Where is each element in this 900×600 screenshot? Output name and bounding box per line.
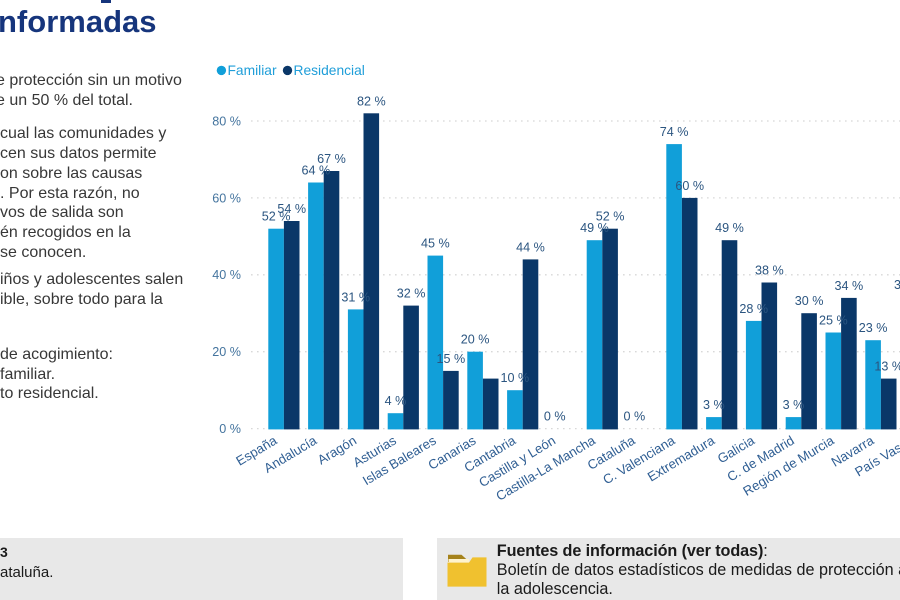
svg-text:74 %: 74 %: [660, 125, 689, 139]
svg-text:80 %: 80 %: [212, 114, 241, 128]
svg-text:38 %: 38 %: [755, 264, 784, 278]
svg-text:0 %: 0 %: [219, 422, 241, 436]
svg-text:13 %: 13 %: [874, 360, 900, 374]
svg-text:44 %: 44 %: [516, 240, 545, 254]
svg-text:28 %: 28 %: [739, 302, 768, 316]
svg-text:3 %: 3 %: [783, 398, 805, 412]
svg-text:49 %: 49 %: [580, 221, 609, 235]
svg-text:25 %: 25 %: [819, 314, 848, 328]
svg-text:67 %: 67 %: [317, 152, 346, 166]
svg-text:64 %: 64 %: [302, 164, 331, 178]
svg-text:3 %: 3 %: [703, 398, 725, 412]
svg-text:40 %: 40 %: [212, 268, 241, 282]
svg-text:31 %: 31 %: [341, 290, 370, 304]
svg-text:10 %: 10 %: [501, 371, 530, 385]
svg-text:20 %: 20 %: [461, 333, 490, 347]
svg-text:52 %: 52 %: [596, 210, 625, 224]
svg-text:4 %: 4 %: [385, 394, 407, 408]
svg-text:20 %: 20 %: [212, 345, 241, 359]
svg-text:52 %: 52 %: [262, 210, 291, 224]
svg-text:32 %: 32 %: [397, 287, 426, 301]
svg-text:Familiar: Familiar: [228, 63, 277, 78]
svg-text:54 %: 54 %: [277, 202, 306, 216]
svg-text:82 %: 82 %: [357, 94, 386, 108]
svg-text:0 %: 0 %: [544, 410, 566, 424]
svg-text:30 %: 30 %: [795, 294, 824, 308]
svg-text:49 %: 49 %: [715, 221, 744, 235]
svg-text:Residencial: Residencial: [294, 63, 365, 78]
svg-text:45 %: 45 %: [421, 237, 450, 251]
svg-text:34 %: 34 %: [835, 279, 864, 293]
svg-text:23 %: 23 %: [859, 321, 888, 335]
svg-text:0 %: 0 %: [623, 410, 645, 424]
svg-text:15 %: 15 %: [437, 352, 466, 366]
svg-text:60 %: 60 %: [212, 191, 241, 205]
svg-text:60 %: 60 %: [675, 179, 704, 193]
